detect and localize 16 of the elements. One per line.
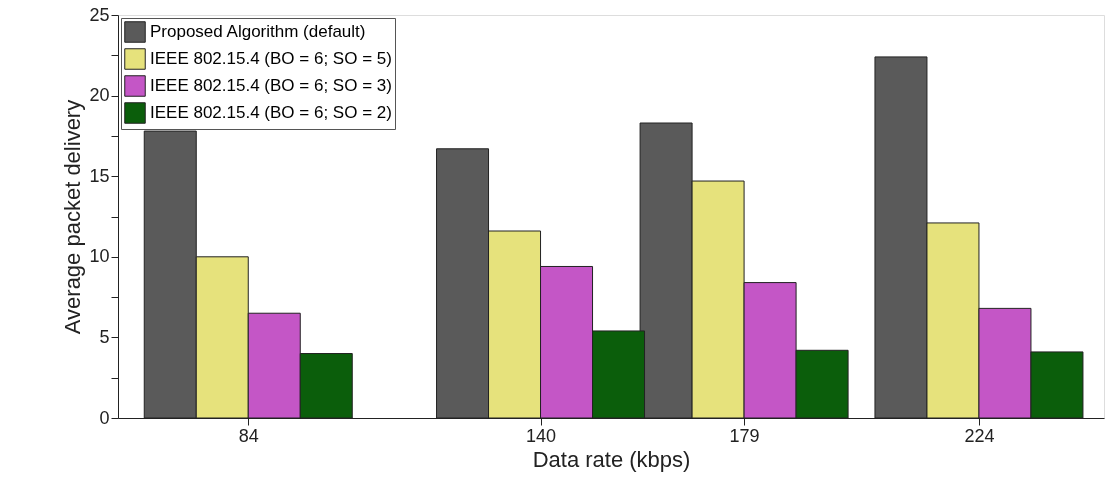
- y-tick-label: 10: [89, 246, 110, 267]
- legend-label: IEEE 802.15.4 (BO = 6; SO = 2): [150, 103, 392, 122]
- x-tick-label: 140: [526, 425, 557, 446]
- y-axis-title: Average packet delivery: [60, 99, 86, 335]
- x-tick-label: 224: [964, 425, 995, 446]
- legend-label: Proposed Algorithm (default): [150, 22, 366, 41]
- y-tick-label: 15: [89, 165, 110, 186]
- x-tick-label: 179: [729, 425, 760, 446]
- y-tick-label: 0: [99, 407, 110, 428]
- y-tick-label: 5: [99, 326, 110, 347]
- y-tick-label: 20: [89, 85, 110, 106]
- x-tick-label: 84: [238, 425, 259, 446]
- x-axis-title: Data rate (kbps): [532, 446, 691, 472]
- y-tick-label: 25: [89, 4, 110, 25]
- legend-label: IEEE 802.15.4 (BO = 6; SO = 5): [150, 49, 392, 68]
- legend-label: IEEE 802.15.4 (BO = 6; SO = 3): [150, 76, 392, 95]
